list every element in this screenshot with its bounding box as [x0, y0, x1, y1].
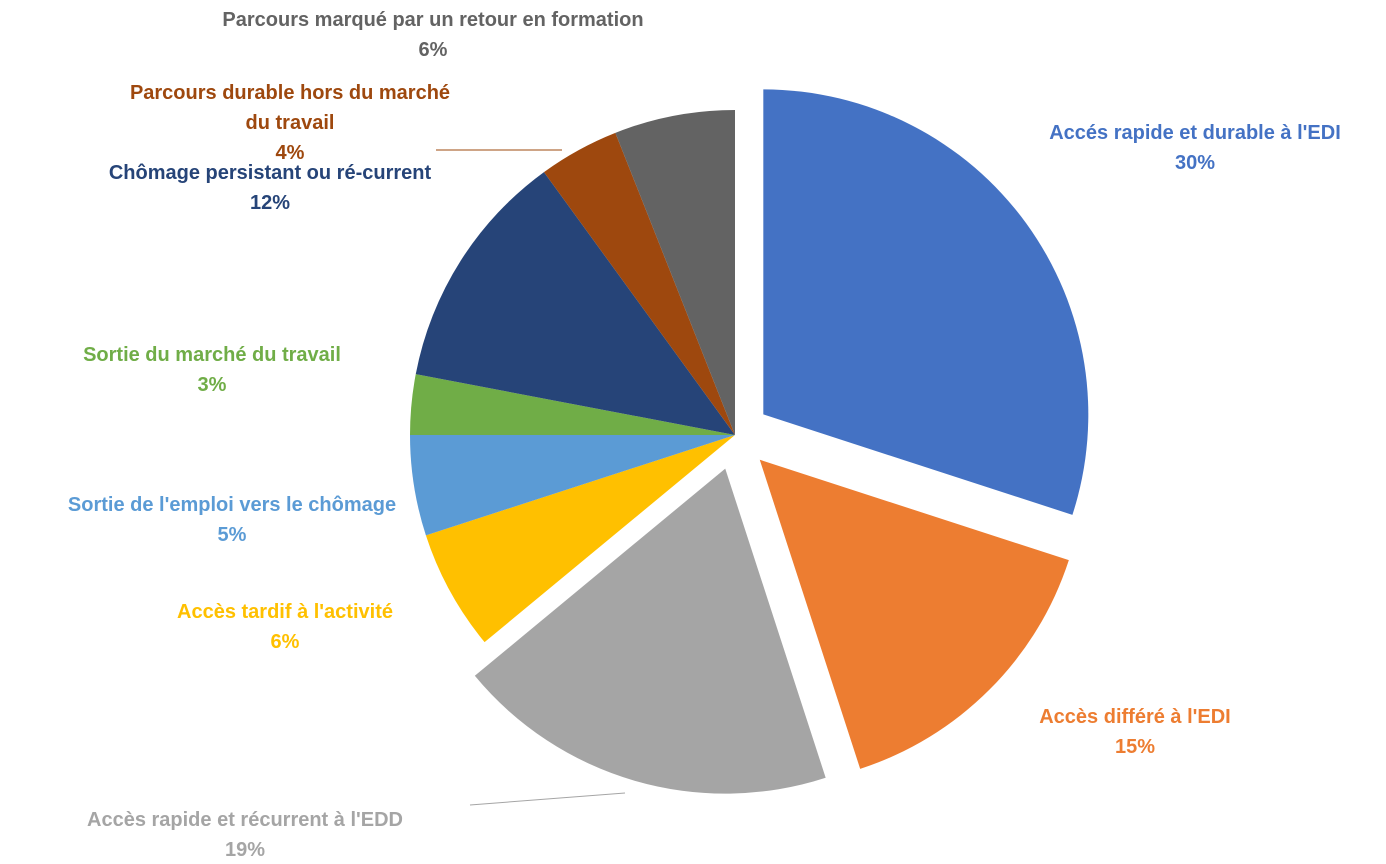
pie-slice	[474, 468, 826, 794]
label-value: 4%	[275, 142, 305, 164]
label-value: 12%	[249, 192, 291, 214]
label-name: Accès rapide et récurrent à l'EDD	[87, 809, 403, 831]
label-name: Sortie de l'emploi vers le chômage	[67, 494, 397, 516]
pie-slice	[410, 435, 735, 536]
data-label: Sortie du marché du travail 3%	[12, 340, 412, 400]
label-name: Accés rapide et durable à l'EDI	[1049, 122, 1341, 144]
label-value: 15%	[1114, 736, 1156, 758]
label-name: Accès différé à l'EDI	[1039, 706, 1231, 728]
data-label: Chômage persistant ou ré-current 12%	[80, 158, 460, 218]
data-label: Accès différé à l'EDI 15%	[970, 702, 1300, 762]
pie-slice	[425, 435, 735, 643]
pie-slice	[543, 132, 735, 436]
label-name: Sortie du marché du travail	[83, 344, 341, 366]
pie-slice	[410, 374, 735, 435]
label-value: 30%	[1174, 152, 1216, 174]
pie-slice	[759, 459, 1069, 769]
pie-slice	[415, 172, 735, 436]
label-value: 3%	[197, 374, 227, 396]
data-label: Parcours durable hors du marché du trava…	[120, 78, 460, 168]
data-label: Accès tardif à l'activité 6%	[115, 597, 455, 657]
leader-line	[469, 792, 626, 806]
data-label: Parcours marqué par un retour en formati…	[193, 5, 673, 65]
label-name: Parcours durable hors du marché du trava…	[129, 82, 451, 134]
label-value: 6%	[418, 39, 448, 61]
label-name: Accès tardif à l'activité	[177, 601, 393, 623]
label-value: 5%	[217, 524, 247, 546]
pie-slice	[615, 110, 735, 435]
label-name: Parcours marqué par un retour en formati…	[222, 9, 644, 31]
label-name: Chômage persistant ou ré-current	[108, 162, 432, 184]
label-value: 6%	[270, 631, 300, 653]
pie-slice	[763, 89, 1089, 515]
label-value: 19%	[224, 839, 266, 861]
data-label: Sortie de l'emploi vers le chômage 5%	[62, 490, 402, 550]
data-label: Accés rapide et durable à l'EDI 30%	[1030, 118, 1360, 178]
data-label: Accès rapide et récurrent à l'EDD 19%	[5, 805, 485, 864]
